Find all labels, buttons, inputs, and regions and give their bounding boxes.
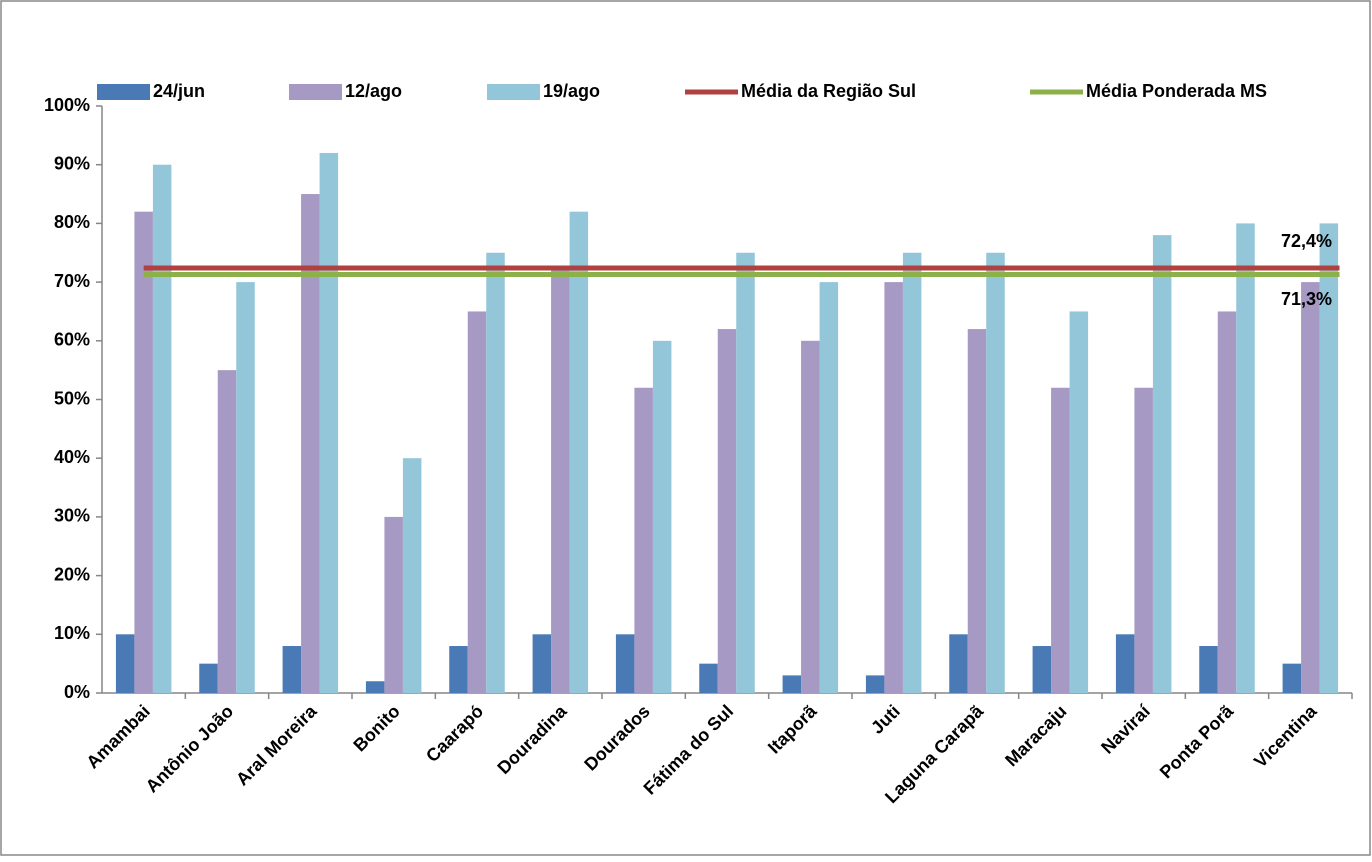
legend-swatch: [97, 84, 150, 100]
reference-label: 71,3%: [1281, 289, 1332, 309]
legend-label: Média da Região Sul: [741, 81, 916, 101]
y-tick-label: 10%: [54, 623, 90, 643]
bar: [569, 211, 589, 693]
legend-swatch: [289, 84, 342, 100]
y-tick-label: 90%: [54, 153, 90, 173]
bar: [532, 634, 552, 693]
bar: [217, 370, 237, 693]
bar: [1134, 387, 1153, 693]
bar: [717, 329, 737, 693]
bar: [1282, 663, 1302, 693]
bar: [152, 164, 172, 693]
bar: [551, 270, 570, 693]
y-tick-label: 40%: [54, 447, 90, 467]
bar: [236, 282, 255, 693]
legend-swatch: [487, 84, 540, 100]
bar: [652, 340, 672, 693]
bar: [384, 516, 403, 693]
bar: [1032, 646, 1052, 693]
bar: [319, 152, 339, 693]
bar: [967, 329, 987, 693]
bar: [1051, 387, 1070, 693]
bar: [1152, 235, 1172, 693]
bar: [902, 252, 922, 693]
y-tick-label: 50%: [54, 388, 90, 408]
legend-label: 24/jun: [153, 81, 205, 101]
bar: [449, 646, 468, 693]
y-tick-label: 0%: [64, 682, 90, 702]
bar: [1115, 634, 1135, 693]
legend-label: 19/ago: [543, 81, 600, 101]
y-tick-label: 100%: [44, 95, 90, 115]
bar: [736, 252, 755, 693]
bar: [199, 663, 218, 693]
y-tick-label: 80%: [54, 212, 90, 232]
bar: [402, 458, 422, 693]
bar: [1236, 223, 1255, 693]
y-tick-label: 70%: [54, 271, 90, 291]
bar: [801, 340, 820, 693]
bar: [1069, 311, 1089, 693]
reference-label: 72,4%: [1281, 231, 1332, 251]
bar: [865, 675, 885, 693]
bar: [615, 634, 635, 693]
bar: [1217, 311, 1237, 693]
bar: [282, 646, 302, 693]
bar: [301, 194, 320, 694]
bar: [134, 211, 153, 693]
bar: [365, 681, 385, 693]
legend-label: Média Ponderada MS: [1086, 81, 1267, 101]
y-tick-label: 20%: [54, 564, 90, 584]
bar: [486, 252, 505, 693]
bar: [115, 634, 135, 693]
bar: [782, 675, 802, 693]
bar: [819, 282, 839, 693]
bar: [1301, 282, 1320, 693]
bar: [1319, 223, 1339, 693]
bar: [884, 282, 903, 693]
y-tick-label: 30%: [54, 506, 90, 526]
bar: [986, 252, 1005, 693]
bar: [467, 311, 487, 693]
bar: [949, 634, 968, 693]
bar: [1199, 646, 1218, 693]
bar: [699, 663, 718, 693]
bar: [634, 387, 653, 693]
legend-label: 12/ago: [345, 81, 402, 101]
y-tick-label: 60%: [54, 330, 90, 350]
